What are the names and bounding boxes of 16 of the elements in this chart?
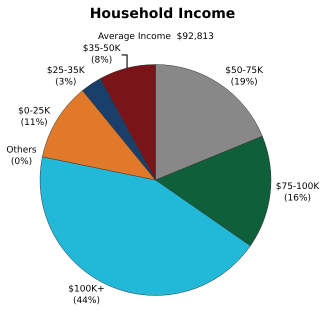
category-label: Others	[6, 146, 37, 156]
chart-title: Household Income	[90, 6, 236, 22]
data-label: (8%)	[90, 56, 112, 66]
data-label: (44%)	[72, 296, 100, 306]
slice-label: $100K+	[68, 284, 105, 295]
slice-label: $35-50K	[82, 44, 122, 54]
chart-subtitle: Average Income $92,813	[98, 32, 214, 42]
slice-label: $25-35K	[46, 66, 86, 76]
slice-label: $0-25K	[18, 106, 52, 116]
data-label: (19%)	[230, 77, 258, 88]
data-label: (11%)	[20, 118, 48, 128]
text: (0%)	[10, 157, 32, 168]
data-label: (3%)	[55, 77, 76, 88]
slice-label: $50-75K	[225, 66, 264, 76]
data-label: (16%)	[284, 194, 312, 204]
slice-label: $75-100K	[276, 182, 320, 192]
